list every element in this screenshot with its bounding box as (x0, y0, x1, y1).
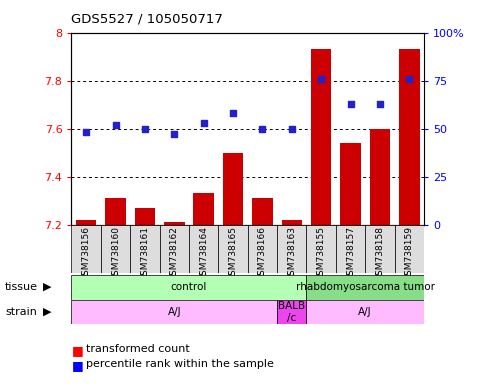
Bar (106, 198, 126, 225)
Bar (394, 225, 424, 273)
Bar (307, 225, 336, 273)
Text: GSM738157: GSM738157 (346, 226, 355, 281)
Bar (311, 50, 331, 225)
Text: ■: ■ (71, 344, 83, 357)
Text: GSM738163: GSM738163 (287, 226, 296, 281)
Point (317, 76, 325, 82)
Text: A/J: A/J (168, 307, 181, 317)
Bar (189, 225, 218, 273)
Bar (277, 300, 307, 324)
Point (229, 110, 237, 116)
Point (258, 126, 266, 132)
Bar (193, 194, 214, 225)
Bar (307, 300, 424, 324)
Text: GSM738164: GSM738164 (199, 226, 208, 281)
Text: percentile rank within the sample: percentile rank within the sample (86, 359, 274, 369)
Text: transformed count: transformed count (86, 344, 190, 354)
Text: A/J: A/J (358, 307, 372, 317)
Bar (76, 220, 97, 225)
Bar (340, 143, 361, 225)
Bar (130, 225, 160, 273)
Bar (399, 50, 420, 225)
Point (111, 122, 119, 128)
Text: GSM738159: GSM738159 (405, 226, 414, 281)
Text: BALB
/c: BALB /c (278, 301, 305, 323)
Text: GDS5527 / 105050717: GDS5527 / 105050717 (71, 13, 223, 26)
Bar (135, 208, 155, 225)
Bar (164, 222, 184, 225)
Text: strain: strain (5, 307, 37, 317)
Bar (218, 225, 248, 273)
Bar (223, 153, 244, 225)
Bar (252, 198, 273, 225)
Bar (71, 300, 277, 324)
Point (200, 120, 208, 126)
Text: ■: ■ (71, 359, 83, 372)
Point (376, 101, 384, 107)
Bar (365, 225, 394, 273)
Point (405, 76, 413, 82)
Text: control: control (171, 282, 207, 292)
Text: GSM738155: GSM738155 (317, 226, 326, 281)
Text: GSM738165: GSM738165 (229, 226, 238, 281)
Bar (71, 275, 307, 300)
Text: GSM738162: GSM738162 (170, 226, 179, 281)
Text: GSM738160: GSM738160 (111, 226, 120, 281)
Bar (160, 225, 189, 273)
Bar (71, 225, 101, 273)
Point (347, 101, 354, 107)
Text: GSM738158: GSM738158 (375, 226, 385, 281)
Bar (247, 225, 277, 273)
Bar (307, 275, 424, 300)
Text: tissue: tissue (5, 282, 38, 292)
Text: GSM738161: GSM738161 (141, 226, 149, 281)
Bar (282, 220, 302, 225)
Point (82, 129, 90, 136)
Bar (336, 225, 365, 273)
Text: rhabdomyosarcoma tumor: rhabdomyosarcoma tumor (296, 282, 435, 292)
Text: ▶: ▶ (43, 307, 52, 317)
Text: GSM738166: GSM738166 (258, 226, 267, 281)
Bar (101, 225, 130, 273)
Text: ▶: ▶ (43, 282, 52, 292)
Bar (277, 225, 307, 273)
Bar (370, 129, 390, 225)
Point (141, 126, 149, 132)
Point (171, 131, 178, 137)
Text: GSM738156: GSM738156 (82, 226, 91, 281)
Point (288, 126, 296, 132)
